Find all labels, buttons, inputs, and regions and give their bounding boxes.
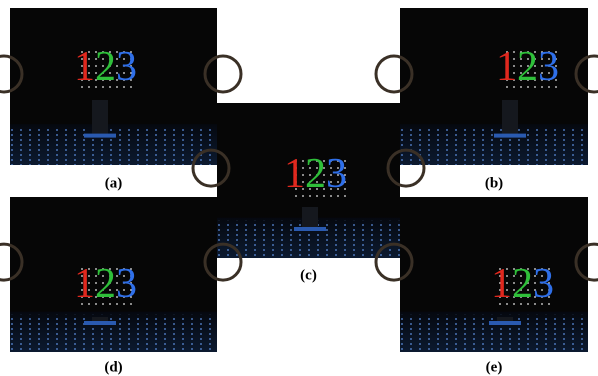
digit: 1 — [74, 44, 95, 90]
floor-lights — [10, 315, 217, 352]
photo-panel: 123 — [376, 197, 598, 352]
digit: 1 — [74, 261, 95, 307]
floor-lights — [10, 127, 217, 165]
digit: 2 — [95, 261, 116, 307]
digit: 3 — [538, 44, 559, 90]
digit: 1 — [284, 151, 305, 197]
digits: 123 — [74, 261, 137, 307]
stand-base — [294, 227, 326, 231]
digits: 123 — [491, 261, 554, 307]
photo-panel: 123 — [0, 197, 241, 352]
photo-panel: 123 — [0, 8, 241, 165]
stand — [502, 100, 518, 134]
stand-base — [489, 321, 521, 325]
digit: 2 — [305, 151, 326, 197]
photo-panel: 123 — [376, 8, 598, 165]
digit: 3 — [326, 151, 347, 197]
digit: 3 — [116, 44, 137, 90]
stand — [497, 317, 513, 322]
floor-lights — [400, 127, 588, 165]
stand-base — [84, 134, 116, 138]
stand-base — [494, 134, 526, 138]
caption: (d) — [104, 359, 122, 375]
stand — [92, 317, 108, 322]
floor-lights — [400, 315, 588, 352]
caption: (c) — [300, 267, 317, 283]
digits: 123 — [496, 44, 559, 90]
digit: 3 — [116, 261, 137, 307]
digit: 2 — [512, 261, 533, 307]
caption: (a) — [105, 175, 123, 191]
stand-base — [84, 321, 116, 325]
digit: 2 — [95, 44, 116, 90]
digit: 3 — [533, 261, 554, 307]
stand — [302, 207, 318, 228]
photo-panel: 123 — [193, 103, 424, 258]
caption: (e) — [486, 359, 503, 375]
caption: (b) — [485, 175, 503, 191]
digit: 1 — [496, 44, 517, 90]
digit: 2 — [517, 44, 538, 90]
figure: 123(a)123(b)123(c)123(d)123(e) — [0, 0, 598, 376]
stand — [92, 100, 108, 134]
digits: 123 — [74, 44, 137, 90]
digit: 1 — [491, 261, 512, 307]
digits: 123 — [284, 151, 347, 197]
page: 123(a)123(b)123(c)123(d)123(e) (() => { … — [0, 0, 598, 376]
